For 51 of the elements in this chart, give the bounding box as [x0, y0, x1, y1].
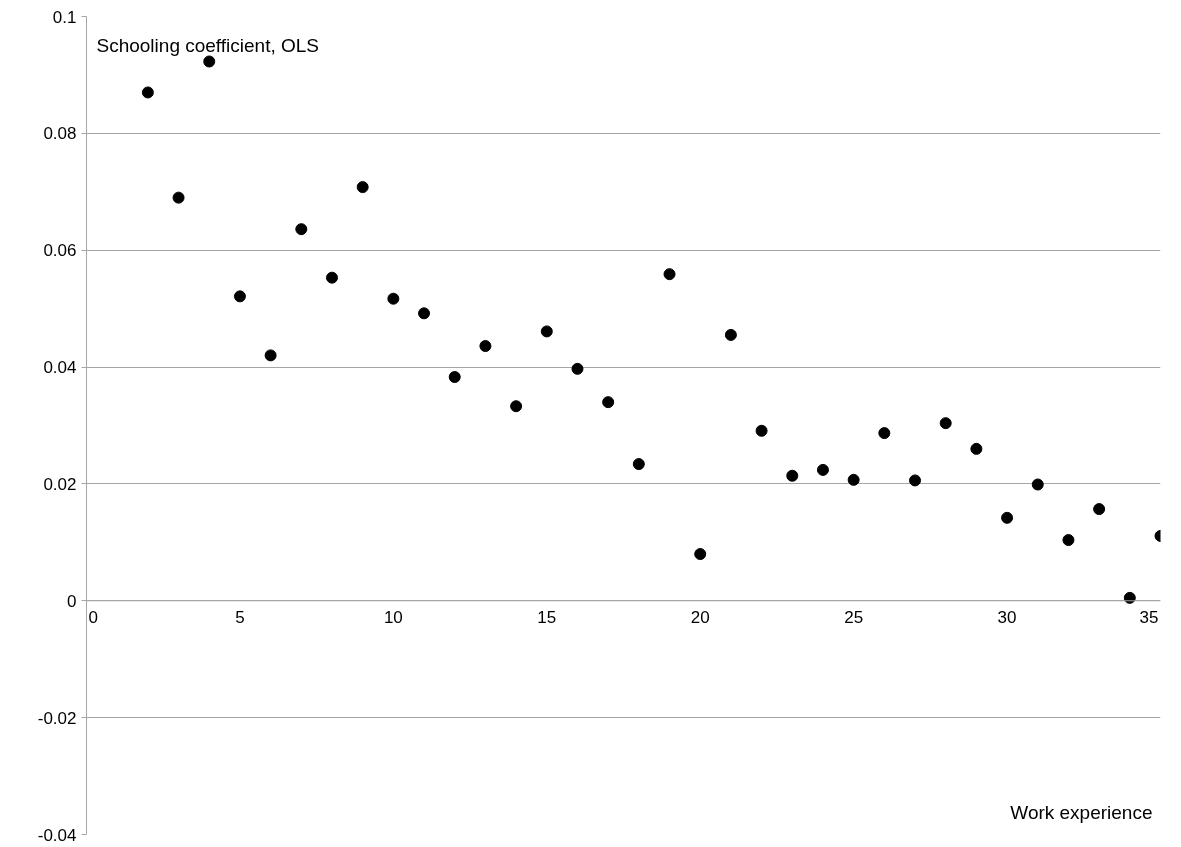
x-tick-label: 25 — [844, 607, 864, 627]
point — [632, 458, 645, 471]
point — [1123, 591, 1136, 604]
point — [1093, 503, 1106, 516]
point — [1062, 534, 1075, 547]
point — [479, 340, 492, 353]
point — [663, 268, 676, 281]
point — [510, 400, 523, 413]
point — [816, 463, 829, 476]
point — [571, 362, 584, 375]
x-tick-label: 5 — [235, 607, 245, 627]
point — [786, 469, 799, 482]
point — [1031, 478, 1044, 491]
point — [724, 328, 737, 341]
x-tick-label: 15 — [537, 607, 557, 627]
point — [325, 271, 338, 284]
y-tick-label: 0.1 — [52, 7, 77, 27]
point — [847, 473, 860, 486]
point — [387, 292, 400, 305]
point — [694, 548, 707, 561]
point — [1001, 511, 1014, 524]
point — [203, 55, 216, 68]
x-axis-title: Work experience — [1010, 801, 1153, 823]
point — [448, 371, 461, 383]
point — [540, 325, 553, 338]
x-tick-label: 20 — [690, 607, 710, 627]
x-tick-label: 10 — [383, 607, 403, 627]
point — [295, 223, 308, 236]
point — [755, 424, 768, 437]
point — [878, 427, 891, 440]
point — [418, 307, 431, 320]
x-tick-label: 0 — [88, 607, 98, 627]
point — [939, 417, 952, 430]
x-tick-label: 35 — [1139, 607, 1159, 627]
point — [909, 474, 922, 487]
point — [172, 191, 185, 204]
point — [233, 290, 246, 303]
point — [264, 349, 277, 362]
y-tick-label: -0.02 — [37, 708, 77, 728]
y-tick-label: -0.04 — [37, 825, 77, 845]
x-tick-label: 30 — [997, 607, 1017, 627]
y-tick-label: 0.04 — [43, 358, 77, 378]
point — [602, 396, 615, 409]
point — [970, 442, 983, 455]
y-tick-label: 0.02 — [43, 474, 77, 494]
y-tick-label: 0.08 — [43, 124, 77, 144]
point — [141, 86, 154, 99]
y-tick-label: 0 — [67, 591, 77, 611]
point — [356, 181, 369, 194]
y-tick-label: 0.06 — [43, 241, 77, 261]
y-axis-title: Schooling coefficient, OLS — [96, 34, 320, 56]
